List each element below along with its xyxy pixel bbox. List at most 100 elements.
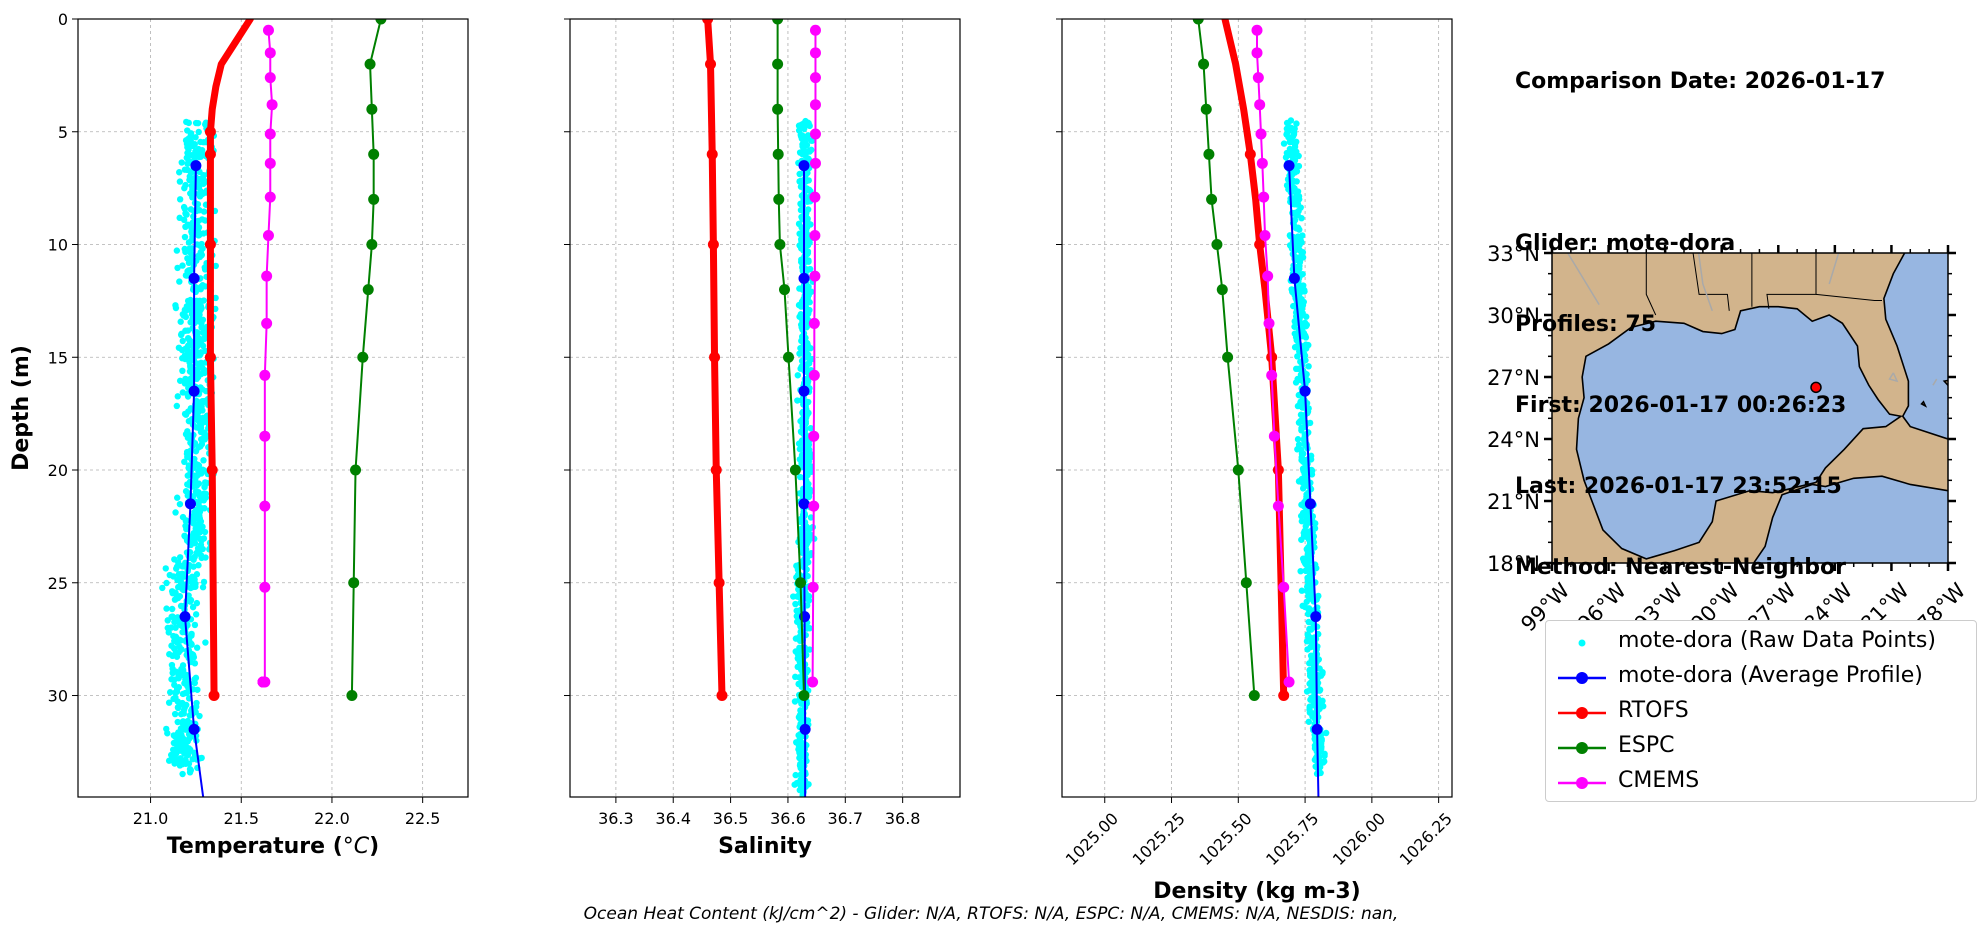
raw-data-point <box>179 770 186 778</box>
raw-data-point <box>1310 697 1318 705</box>
raw-data-point <box>806 489 814 496</box>
raw-data-point <box>1321 750 1328 758</box>
raw-data-point <box>172 624 179 631</box>
raw-data-point <box>200 172 207 179</box>
ocean-heat-content-footer: Ocean Heat Content (kJ/cm^2) - Glider: N… <box>583 904 1399 924</box>
series-marker-cmems <box>809 229 821 241</box>
raw-data-point <box>797 311 805 318</box>
series-marker-cmems <box>1266 369 1278 381</box>
series-marker-espc <box>366 239 378 251</box>
legend-label: RTOFS <box>1618 698 1689 723</box>
raw-data-point <box>1312 520 1319 527</box>
raw-data-point <box>183 211 190 218</box>
raw-data-point <box>1283 125 1291 132</box>
raw-data-point <box>192 580 199 588</box>
raw-data-point <box>195 128 202 136</box>
raw-data-point <box>196 529 203 536</box>
raw-data-point <box>182 533 189 540</box>
raw-data-point <box>173 247 181 254</box>
raw-data-point <box>1296 241 1303 248</box>
raw-data-point <box>1317 740 1325 747</box>
state-border <box>1645 253 1657 316</box>
raw-data-point <box>797 764 804 772</box>
raw-data-point <box>795 440 803 447</box>
raw-data-point <box>180 736 187 743</box>
map-area <box>1552 253 1948 563</box>
x-tick-label: 1025.25 <box>1129 809 1189 869</box>
x-tick-label: 1026.25 <box>1396 809 1456 869</box>
raw-data-point <box>1304 632 1312 640</box>
river <box>1697 253 1713 312</box>
series-marker-espc <box>789 464 801 476</box>
raw-data-point <box>804 341 811 349</box>
x-tick-label: 36.8 <box>885 809 921 828</box>
series-marker-cmems <box>266 99 278 111</box>
raw-data-point <box>799 202 807 210</box>
legend-marker <box>1576 777 1588 789</box>
river <box>1888 372 1899 383</box>
method: Method: Nearest-Neighbor <box>1515 555 1846 580</box>
series-marker-rtofs <box>706 148 718 160</box>
series-marker-avg <box>798 498 810 510</box>
series-marker-cmems <box>1283 676 1295 688</box>
raw-data-point <box>806 356 813 363</box>
raw-data-point <box>195 424 202 432</box>
island <box>1942 379 1948 387</box>
series-marker-cmems <box>1252 72 1264 84</box>
raw-data-point <box>187 132 194 140</box>
comparison-info: Comparison Date: 2026-01-17 Glider: mote… <box>1515 14 1885 608</box>
raw-data-point <box>1283 131 1290 138</box>
raw-data-point <box>192 488 200 495</box>
raw-data-point <box>176 500 184 508</box>
series-marker-cmems <box>259 430 271 442</box>
raw-data-point <box>197 283 204 291</box>
series-marker-espc <box>772 58 784 70</box>
last-time: Last: 2026-01-17 23:52:15 <box>1515 474 1842 499</box>
raw-data-point <box>178 665 185 673</box>
series-marker-rtofs <box>204 126 216 138</box>
raw-data-point <box>1293 365 1300 373</box>
raw-data-point <box>804 468 811 476</box>
legend-label: mote-dora (Average Profile) <box>1618 663 1923 688</box>
raw-data-point <box>807 424 814 432</box>
legend: mote-dora (Raw Data Points) mote-dora (Av… <box>1545 620 1977 802</box>
x-axis-label-close: ) <box>369 834 379 859</box>
raw-data-point <box>186 176 193 184</box>
series-marker-rtofs <box>204 148 216 160</box>
series-marker-rtofs <box>1278 690 1290 702</box>
series-marker-espc <box>1198 58 1210 70</box>
raw-data-point <box>1301 440 1308 448</box>
raw-data-point <box>195 371 202 378</box>
state-border <box>1766 253 1817 309</box>
raw-data-point <box>198 324 205 331</box>
raw-data-point <box>212 262 219 270</box>
raw-data-point <box>178 159 185 166</box>
raw-data-point <box>195 548 203 555</box>
raw-data-point <box>798 135 806 142</box>
raw-data-point <box>1295 152 1302 160</box>
raw-data-point <box>803 459 811 467</box>
raw-data-point <box>182 181 189 189</box>
raw-data-point <box>1299 485 1307 492</box>
glider-name: Glider: mote-dora <box>1515 231 1736 256</box>
legend-label: CMEMS <box>1618 768 1700 793</box>
raw-data-point <box>1322 729 1330 737</box>
raw-data-point <box>198 147 206 154</box>
raw-data-point <box>176 169 183 176</box>
axes-frame <box>77 18 469 798</box>
map-frame <box>1551 252 1949 564</box>
series-marker-cmems <box>262 24 274 36</box>
raw-data-point <box>179 367 186 375</box>
raw-data-point <box>1286 145 1294 153</box>
raw-data-point <box>805 537 812 545</box>
raw-data-point <box>1298 501 1305 508</box>
raw-data-point <box>178 622 186 630</box>
plot-area <box>1192 19 1330 797</box>
series-marker-espc <box>364 58 376 70</box>
raw-data-point <box>192 521 199 528</box>
series-marker-cmems <box>1278 581 1290 593</box>
panel-2: 36.3 36.4 36.5 36.6 36.7 36.8 Salinity <box>564 18 961 859</box>
y-tick-label: 10 <box>48 236 68 255</box>
x-tick-label: 36.5 <box>713 809 749 828</box>
raw-data-point <box>796 285 803 292</box>
